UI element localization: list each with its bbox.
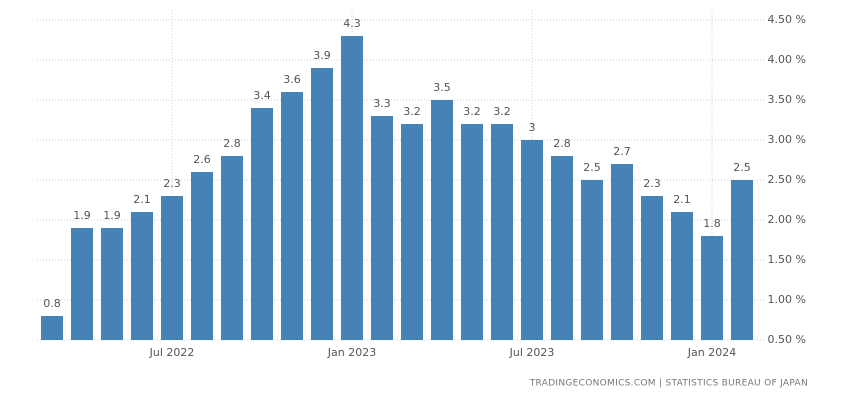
data-label: 3.4 bbox=[253, 89, 271, 102]
bar bbox=[401, 124, 423, 340]
bar bbox=[221, 156, 243, 340]
y-tick-label: 2.50 % bbox=[768, 173, 806, 186]
y-tick-label: 0.50 % bbox=[768, 333, 806, 346]
bar bbox=[611, 164, 633, 340]
bar bbox=[731, 180, 753, 340]
y-tick-label: 3.50 % bbox=[768, 93, 806, 106]
y-tick-label: 2.00 % bbox=[768, 213, 806, 226]
bar bbox=[701, 236, 723, 340]
data-label: 2.3 bbox=[643, 177, 661, 190]
y-tick-label: 1.50 % bbox=[768, 253, 806, 266]
bar bbox=[251, 108, 273, 340]
data-label: 3.9 bbox=[313, 49, 331, 62]
bar bbox=[101, 228, 123, 340]
data-label: 2.8 bbox=[553, 137, 571, 150]
bar bbox=[641, 196, 663, 340]
data-label: 1.9 bbox=[73, 209, 91, 222]
bar bbox=[461, 124, 483, 340]
data-label: 3.2 bbox=[463, 105, 481, 118]
data-label: 2.8 bbox=[223, 137, 241, 150]
y-tick-label: 1.00 % bbox=[768, 293, 806, 306]
bar bbox=[581, 180, 603, 340]
bar bbox=[311, 68, 333, 340]
source: TRADINGECONOMICS.COM | STATISTICS BUREAU… bbox=[529, 379, 808, 389]
data-label: 2.6 bbox=[193, 153, 211, 166]
data-label: 2.7 bbox=[613, 145, 631, 158]
data-label: 3.2 bbox=[493, 105, 511, 118]
bar bbox=[341, 36, 363, 340]
data-label: 1.9 bbox=[103, 209, 121, 222]
data-label: 4.3 bbox=[343, 17, 361, 30]
data-label: 3.5 bbox=[433, 81, 451, 94]
data-label: 0.8 bbox=[43, 297, 61, 310]
x-tick-label: Jul 2022 bbox=[149, 346, 195, 359]
bar bbox=[431, 100, 453, 340]
data-label: 2.5 bbox=[583, 161, 601, 174]
bar bbox=[671, 212, 693, 340]
bar bbox=[131, 212, 153, 340]
x-tick-label: Jul 2023 bbox=[509, 346, 555, 359]
bar bbox=[191, 172, 213, 340]
bar bbox=[521, 140, 543, 340]
data-label: 1.8 bbox=[703, 217, 721, 230]
bar bbox=[71, 228, 93, 340]
bar bbox=[371, 116, 393, 340]
data-label: 2.5 bbox=[733, 161, 751, 174]
data-label: 3.3 bbox=[373, 97, 391, 110]
data-label: 3.2 bbox=[403, 105, 421, 118]
y-tick-label: 4.00 % bbox=[768, 53, 806, 66]
data-label: 2.3 bbox=[163, 177, 181, 190]
bar bbox=[161, 196, 183, 340]
y-tick-label: 4.50 % bbox=[768, 13, 806, 26]
data-label: 3 bbox=[529, 121, 536, 134]
y-tick-label: 3.00 % bbox=[768, 133, 806, 146]
data-label: 2.1 bbox=[133, 193, 151, 206]
bar bbox=[41, 316, 63, 340]
x-tick-label: Jan 2023 bbox=[327, 346, 376, 359]
x-tick-label: Jan 2024 bbox=[687, 346, 736, 359]
bar bbox=[551, 156, 573, 340]
bar bbox=[491, 124, 513, 340]
data-label: 2.1 bbox=[673, 193, 691, 206]
bar bbox=[281, 92, 303, 340]
data-label: 3.6 bbox=[283, 73, 301, 86]
